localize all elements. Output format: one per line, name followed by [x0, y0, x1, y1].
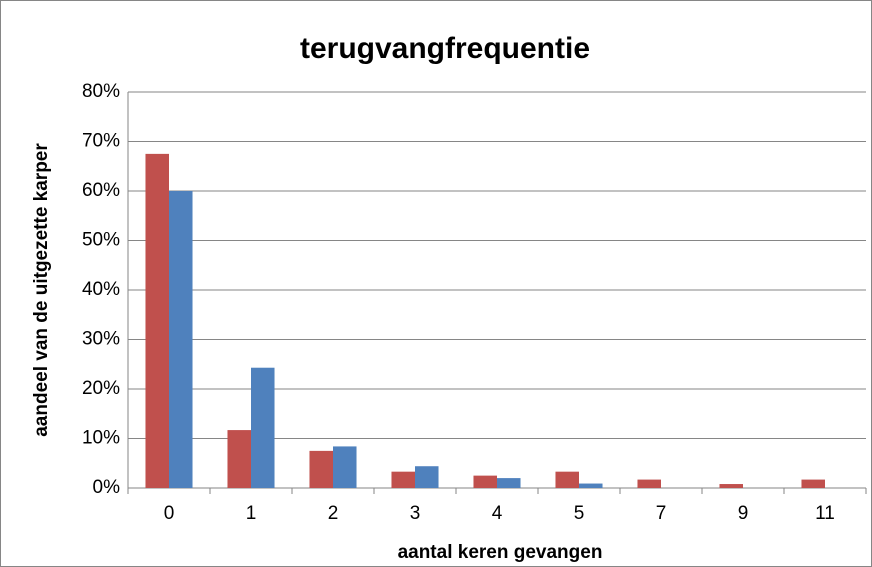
bar: [555, 471, 579, 488]
y-tick-label: 80%: [82, 81, 120, 102]
y-axis-label: aandeel van de uitgezette karper: [31, 143, 52, 437]
bar: [473, 475, 497, 488]
y-tick-label: 60%: [82, 180, 120, 201]
bar: [719, 484, 743, 488]
chart-title: terugvangfrequentie: [300, 32, 590, 65]
bar: [579, 483, 603, 488]
bar: [251, 367, 275, 488]
bar: [227, 430, 251, 488]
bar: [333, 446, 357, 488]
x-tick-label: 0: [164, 503, 175, 524]
y-tick-label: 0%: [93, 477, 121, 498]
bar: [637, 479, 661, 488]
x-tick-label: 4: [492, 503, 503, 524]
x-axis-label: aantal keren gevangen: [398, 542, 603, 563]
x-tick-label: 2: [328, 503, 339, 524]
y-tick-label: 50%: [82, 230, 120, 251]
y-tick-label: 10%: [82, 428, 120, 449]
bar: [415, 466, 439, 488]
x-tick-label: 11: [815, 503, 835, 524]
y-tick-label: 30%: [82, 329, 120, 350]
bar: [391, 471, 415, 488]
bar: [309, 450, 333, 488]
y-tick-label: 70%: [82, 131, 120, 152]
bar: [801, 479, 825, 488]
bar: [145, 153, 169, 488]
x-tick-label: 7: [656, 503, 667, 524]
x-tick-label: 1: [246, 503, 257, 524]
y-tick-label: 40%: [82, 279, 120, 300]
y-tick-label: 20%: [82, 378, 120, 399]
bar: [497, 478, 521, 488]
bar: [169, 191, 193, 488]
x-tick-label: 3: [410, 503, 421, 524]
x-tick-label: 9: [738, 503, 749, 524]
x-tick-label: 5: [574, 503, 585, 524]
